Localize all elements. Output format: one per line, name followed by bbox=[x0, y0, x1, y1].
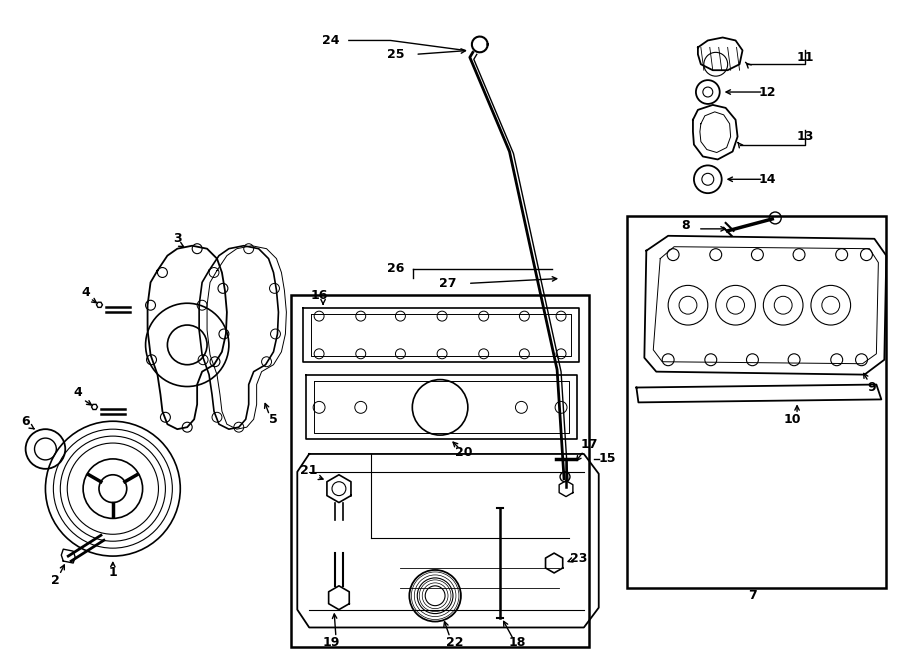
Text: 13: 13 bbox=[796, 130, 814, 143]
Text: 23: 23 bbox=[571, 551, 588, 564]
Text: 8: 8 bbox=[681, 219, 690, 233]
Text: 24: 24 bbox=[322, 34, 340, 47]
Text: 17: 17 bbox=[580, 438, 598, 451]
Text: 27: 27 bbox=[439, 277, 457, 290]
Text: 20: 20 bbox=[455, 446, 472, 459]
Text: 4: 4 bbox=[82, 286, 91, 299]
Text: 19: 19 bbox=[322, 636, 339, 649]
Text: 12: 12 bbox=[759, 85, 776, 98]
Text: 18: 18 bbox=[508, 636, 526, 649]
Text: 1: 1 bbox=[109, 566, 117, 580]
Text: 4: 4 bbox=[74, 386, 83, 399]
Text: 9: 9 bbox=[867, 381, 876, 394]
Text: 21: 21 bbox=[301, 464, 318, 477]
Bar bbox=[292, 295, 589, 647]
Text: 22: 22 bbox=[446, 636, 464, 649]
Text: 5: 5 bbox=[269, 412, 278, 426]
Text: 6: 6 bbox=[22, 414, 30, 428]
Text: 15: 15 bbox=[598, 452, 616, 465]
Text: 14: 14 bbox=[759, 173, 776, 186]
Text: 10: 10 bbox=[783, 412, 801, 426]
Bar bbox=[626, 216, 886, 588]
Text: 26: 26 bbox=[387, 262, 404, 275]
Text: 16: 16 bbox=[310, 289, 328, 302]
Text: 2: 2 bbox=[51, 574, 59, 588]
Text: 25: 25 bbox=[387, 48, 404, 61]
Text: 11: 11 bbox=[796, 51, 814, 64]
Text: 7: 7 bbox=[748, 589, 757, 602]
Text: 3: 3 bbox=[173, 232, 182, 245]
